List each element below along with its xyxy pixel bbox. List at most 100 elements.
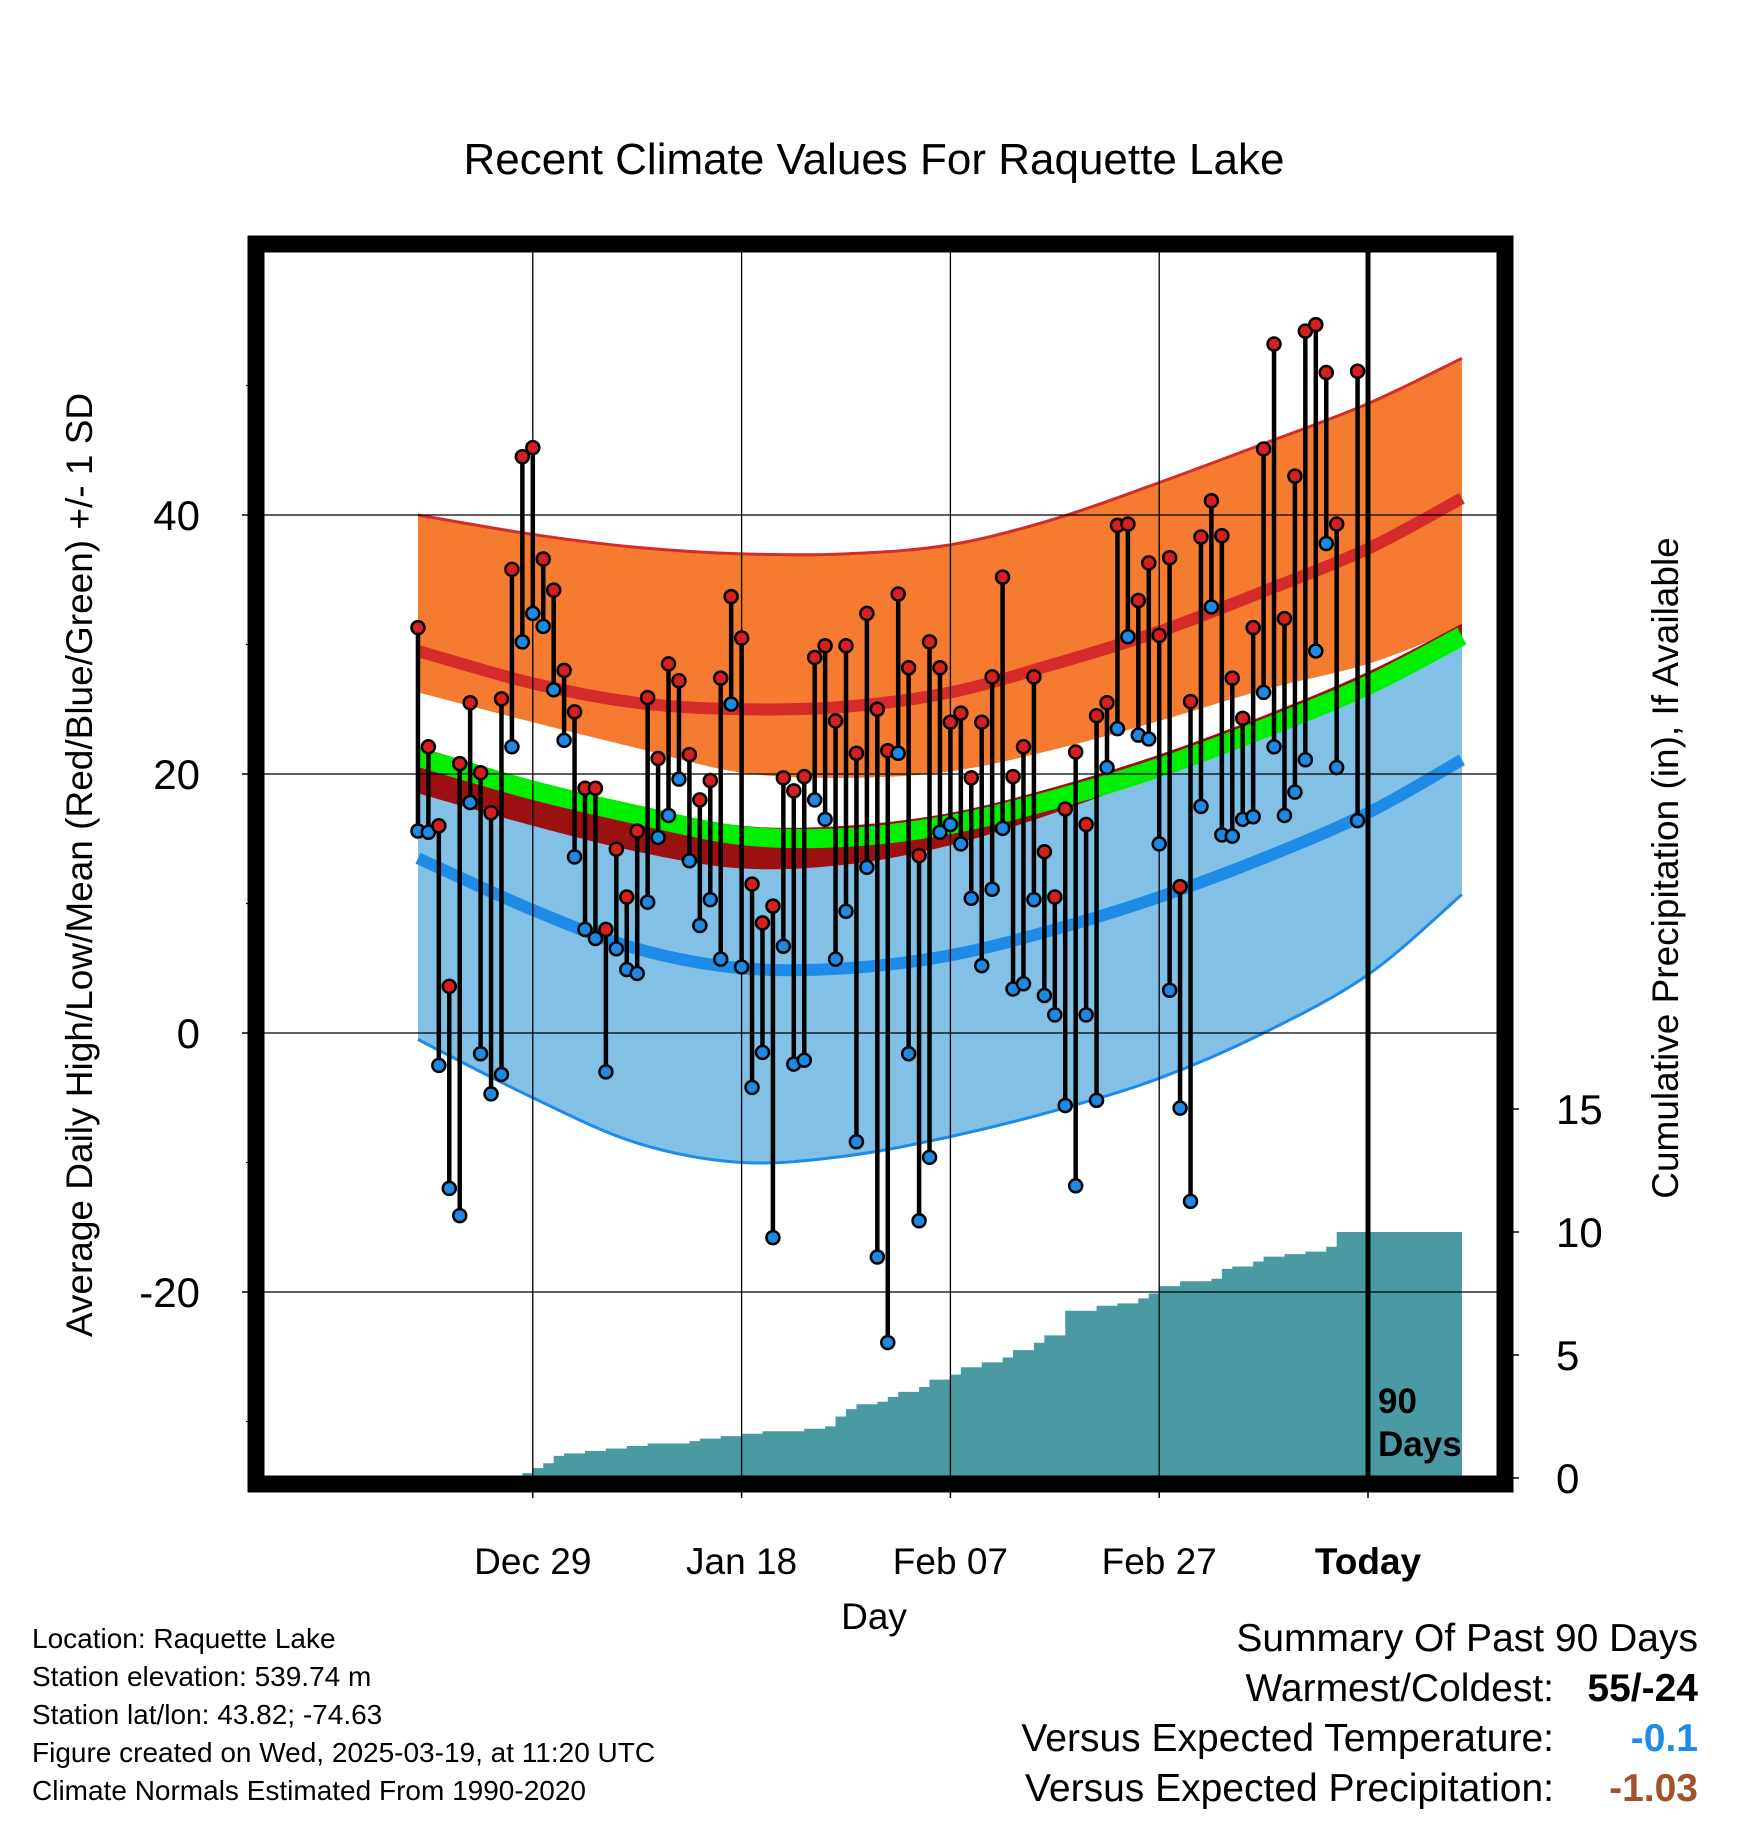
daily-low-point: [525, 605, 541, 622]
x-tick-label: Jan 18: [686, 1541, 797, 1582]
daily-low-point: [504, 739, 520, 755]
daily-low-point: [984, 881, 1000, 898]
daily-low-point: [566, 849, 583, 865]
daily-low-point: [451, 1207, 468, 1224]
daily-low-point: [890, 745, 906, 762]
daily-low-point: [702, 891, 719, 908]
daily-high-point: [639, 689, 656, 706]
daily-high-point: [493, 691, 510, 707]
daily-low-point: [827, 951, 844, 967]
x-tick-label: Today: [1315, 1541, 1422, 1582]
daily-low-point: [431, 1057, 447, 1074]
daily-low-point: [733, 959, 750, 975]
daily-high-point: [723, 588, 739, 605]
daily-low-point: [817, 811, 833, 828]
daily-low-point: [1067, 1178, 1084, 1194]
daily-high-point: [900, 660, 917, 676]
daily-low-point: [692, 917, 708, 934]
daily-low-point: [671, 771, 687, 787]
chart-title: Recent Climate Values For Raquette Lake: [464, 135, 1285, 184]
daily-low-point: [1078, 1007, 1094, 1023]
daily-high-point: [671, 673, 687, 689]
daily-high-point: [765, 898, 781, 914]
daily-low-point: [775, 938, 792, 954]
daily-low-point: [535, 618, 551, 635]
daily-high-point: [1015, 739, 1032, 755]
daily-high-point: [921, 634, 938, 650]
daily-low-point: [973, 957, 990, 974]
daily-high-point: [514, 448, 531, 465]
daily-high-point: [744, 876, 760, 892]
daily-low-point: [462, 794, 478, 811]
x-tick-label: Dec 29: [474, 1541, 591, 1582]
latlon-text: Station lat/lon: 43.82; -74.63: [32, 1699, 383, 1730]
daily-low-point: [1203, 599, 1220, 615]
daily-high-point: [420, 739, 437, 755]
warmest-coldest-row: Warmest/Coldest: 55/-24: [798, 1667, 1698, 1717]
plot-frame: [247, 235, 1514, 1493]
daily-high-point: [566, 704, 583, 720]
daily-high-point: [733, 630, 750, 646]
daily-low-point: [1349, 812, 1366, 829]
daily-high-point: [410, 619, 426, 636]
daily-low-point: [994, 820, 1011, 837]
daily-high-point: [451, 755, 468, 772]
daily-high-point: [1182, 693, 1199, 710]
daily-high-point: [681, 746, 698, 763]
daily-high-point: [973, 714, 990, 730]
daily-high-point: [545, 582, 562, 598]
daily-high-point: [1120, 516, 1136, 532]
daily-low-point: [556, 732, 572, 749]
daily-low-point: [1109, 720, 1126, 737]
daily-low-point: [806, 792, 823, 808]
temp-anomaly-row: Versus Expected Temperature: -0.1: [798, 1717, 1698, 1767]
daily-low-point: [1172, 1100, 1188, 1116]
daily-high-point: [1130, 592, 1147, 609]
daily-range-sticks: [415, 324, 1360, 1343]
daily-low-point: [1318, 535, 1334, 552]
summary-panel: Summary Of Past 90 Days Warmest/Coldest:…: [798, 1617, 1698, 1817]
right-tick-label: 0: [1556, 1455, 1579, 1502]
daily-low-point: [880, 1334, 896, 1351]
daily-low-point: [608, 941, 625, 957]
left-tick-label: -20: [139, 1269, 200, 1316]
precip-anomaly-label: Versus Expected Precipitation:: [1025, 1767, 1554, 1810]
daily-high-point: [796, 768, 812, 785]
daily-high-point: [754, 915, 771, 931]
daily-low-point: [514, 634, 531, 650]
station-info: Location: Raquette Lake Station elevatio…: [32, 1620, 655, 1810]
summary-heading-row: Summary Of Past 90 Days: [798, 1617, 1698, 1667]
daily-low-point: [1026, 891, 1042, 908]
daily-low-point: [838, 903, 854, 920]
daily-high-point: [806, 649, 823, 666]
daily-high-point: [1067, 744, 1084, 760]
daily-high-point: [1193, 529, 1209, 545]
daily-high-point: [1005, 768, 1021, 785]
daily-low-point: [587, 930, 604, 947]
warmest-coldest-label: Warmest/Coldest:: [1245, 1667, 1554, 1710]
x-axis: Dec 29 Jan 18 Feb 07 Feb 27 Today: [474, 1484, 1422, 1582]
daily-high-point: [1172, 878, 1188, 895]
daily-high-point: [1151, 627, 1167, 644]
days-marker-label: Days: [1378, 1425, 1462, 1464]
daily-low-point: [932, 824, 948, 841]
daily-low-point: [1224, 828, 1241, 844]
daily-high-point: [848, 745, 865, 762]
daily-low-point: [1182, 1193, 1199, 1210]
temp-anomaly-label: Versus Expected Temperature:: [1021, 1717, 1554, 1760]
right-tick-label: 5: [1556, 1332, 1579, 1379]
daily-low-point: [1255, 684, 1272, 701]
daily-low-point: [900, 1045, 917, 1062]
daily-high-point: [984, 669, 1000, 685]
daily-high-point: [619, 889, 635, 905]
daily-high-point: [1328, 516, 1345, 532]
summary-heading: Summary Of Past 90 Days: [1236, 1617, 1698, 1660]
daily-high-point: [462, 695, 478, 711]
daily-low-point: [639, 894, 656, 910]
daily-low-point: [848, 1134, 865, 1150]
daily-low-point: [545, 682, 562, 698]
daily-low-point: [493, 1066, 510, 1083]
daily-low-point: [1161, 982, 1178, 999]
precip-anomaly-row: Versus Expected Precipitation: -1.03: [798, 1767, 1698, 1817]
